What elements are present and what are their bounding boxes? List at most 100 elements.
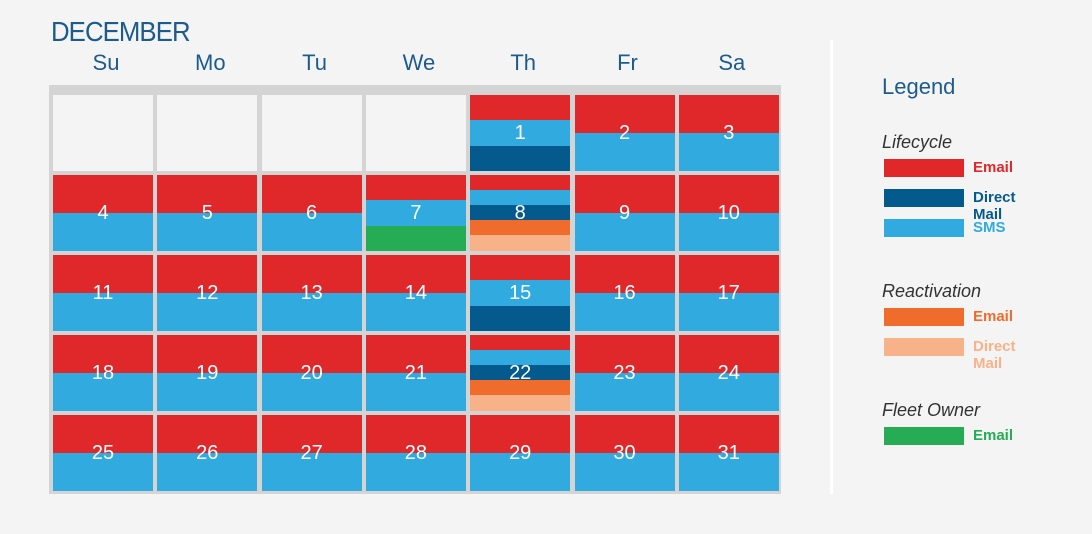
day-cell[interactable]: 16 xyxy=(574,255,675,331)
campaign-stripe-lifecycle-email xyxy=(53,335,153,373)
day-number: 6 xyxy=(306,202,318,224)
day-cell[interactable]: 10 xyxy=(678,175,779,251)
campaign-stripe-lifecycle-direct-mail xyxy=(470,146,571,171)
day-cell[interactable]: 24 xyxy=(678,335,779,411)
day-cell[interactable]: 17 xyxy=(678,255,779,331)
day-cell[interactable]: 30 xyxy=(574,415,675,491)
legend-group-heading: Fleet Owner xyxy=(882,400,981,420)
campaign-stripe-lifecycle-direct-mail xyxy=(470,365,571,380)
day-cell[interactable]: 5 xyxy=(157,175,258,251)
day-cell[interactable]: 15 xyxy=(470,255,571,331)
campaign-stripe-lifecycle-email xyxy=(470,335,571,350)
day-number: 15 xyxy=(509,282,532,304)
day-cell[interactable]: 6 xyxy=(261,175,362,251)
day-cell[interactable]: 11 xyxy=(53,255,153,331)
day-number: 12 xyxy=(196,282,219,304)
day-cell[interactable]: 31 xyxy=(678,415,779,491)
legend-item: Email xyxy=(882,421,1013,451)
campaign-stripes xyxy=(365,415,466,491)
campaign-stripe-lifecycle-sms xyxy=(678,133,779,171)
campaign-stripes xyxy=(470,255,571,331)
campaign-stripe-lifecycle-email xyxy=(574,335,675,373)
day-cell[interactable]: 28 xyxy=(365,415,466,491)
legend-label: SMS xyxy=(973,219,1006,236)
day-cell[interactable]: 1 xyxy=(470,95,571,171)
campaign-stripe-lifecycle-email xyxy=(470,175,571,190)
campaign-stripe-lifecycle-email xyxy=(574,415,675,453)
campaign-stripe-lifecycle-sms xyxy=(53,373,153,411)
day-cell[interactable]: 3 xyxy=(678,95,779,171)
campaign-stripes xyxy=(470,175,571,251)
day-cell[interactable]: 23 xyxy=(574,335,675,411)
day-cell[interactable]: 26 xyxy=(157,415,258,491)
campaign-stripes xyxy=(574,95,675,171)
weekday-label: Tu xyxy=(302,50,328,75)
day-cell[interactable]: 20 xyxy=(261,335,362,411)
day-cell[interactable]: 22 xyxy=(470,335,571,411)
day-number: 16 xyxy=(613,282,636,304)
day-cell[interactable]: 12 xyxy=(157,255,258,331)
campaign-stripes xyxy=(157,415,258,491)
campaign-stripe-lifecycle-email xyxy=(157,175,258,213)
campaign-stripe-reactivation-email xyxy=(470,220,571,235)
campaign-stripes xyxy=(261,175,362,251)
weekday-label: Mo xyxy=(195,50,226,75)
campaign-stripes xyxy=(678,255,779,331)
campaign-stripes xyxy=(53,335,153,411)
legend-swatch xyxy=(884,308,964,326)
campaign-stripe-lifecycle-email xyxy=(678,335,779,373)
campaign-stripes xyxy=(365,335,466,411)
campaign-stripes xyxy=(678,95,779,171)
day-number: 1 xyxy=(514,122,526,144)
day-cell[interactable]: 7 xyxy=(365,175,466,251)
campaign-stripe-lifecycle-sms xyxy=(365,200,466,226)
legend-group-heading: Reactivation xyxy=(882,281,982,301)
day-cell[interactable]: 14 xyxy=(365,255,466,331)
day-cell[interactable]: 18 xyxy=(53,335,153,411)
campaign-stripes xyxy=(574,255,675,331)
campaign-stripes xyxy=(53,175,153,251)
day-cell[interactable]: 19 xyxy=(157,335,258,411)
campaign-stripe-lifecycle-sms xyxy=(53,453,153,491)
campaign-stripe-lifecycle-sms xyxy=(574,373,675,411)
campaign-stripe-lifecycle-email xyxy=(470,415,571,453)
day-cell[interactable]: 25 xyxy=(53,415,153,491)
campaign-stripe-lifecycle-sms xyxy=(365,293,466,331)
weekday-label: Su xyxy=(92,50,120,75)
day-cell[interactable]: 4 xyxy=(53,175,153,251)
day-number: 19 xyxy=(196,362,219,384)
day-cell[interactable]: 29 xyxy=(470,415,571,491)
campaign-stripe-lifecycle-email xyxy=(678,95,779,133)
campaign-stripe-lifecycle-sms xyxy=(365,453,466,491)
day-cell[interactable]: 8 xyxy=(470,175,571,251)
legend-group: Fleet Owner Email xyxy=(882,400,1013,451)
campaign-stripe-lifecycle-email xyxy=(365,255,466,293)
campaign-stripes xyxy=(261,255,362,331)
day-cell[interactable]: 27 xyxy=(261,415,362,491)
day-number: 29 xyxy=(509,442,532,464)
day-number: 18 xyxy=(91,362,115,384)
day-cell[interactable]: 13 xyxy=(261,255,362,331)
campaign-stripes xyxy=(53,255,153,331)
legend-label: Email xyxy=(973,308,1014,325)
campaign-stripe-lifecycle-sms xyxy=(470,350,571,365)
day-number: 21 xyxy=(404,362,428,384)
campaign-stripe-lifecycle-email xyxy=(157,415,258,453)
legend-swatch xyxy=(884,219,964,237)
campaign-stripes xyxy=(678,415,779,491)
campaign-stripes xyxy=(261,415,362,491)
day-number: 24 xyxy=(717,362,740,384)
day-cell[interactable]: 2 xyxy=(574,95,675,171)
campaign-stripe-lifecycle-sms xyxy=(678,213,779,251)
day-cell[interactable]: 9 xyxy=(574,175,675,251)
day-number: 5 xyxy=(201,202,213,224)
day-cell[interactable]: 21 xyxy=(365,335,466,411)
empty-day-cell xyxy=(261,95,362,171)
legend-item: Email xyxy=(882,302,1013,332)
campaign-stripe-lifecycle-sms xyxy=(157,453,258,491)
day-number: 22 xyxy=(509,362,532,384)
legend-swatch xyxy=(884,427,964,445)
weekday-label: Th xyxy=(510,50,537,75)
campaign-stripe-lifecycle-direct-mail xyxy=(470,205,571,220)
legend-group: Reactivation Email Direct Mail xyxy=(882,281,1016,372)
